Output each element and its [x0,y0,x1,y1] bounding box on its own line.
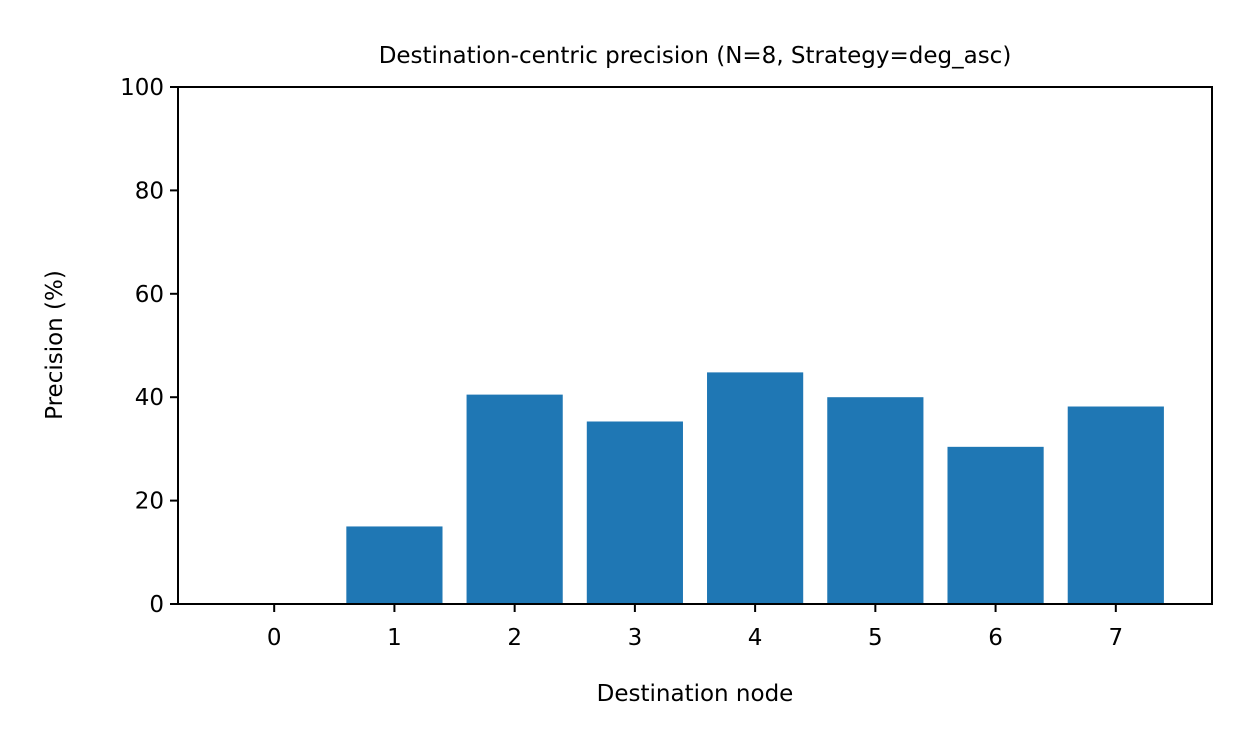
y-axis-label: Precision (%) [42,270,68,420]
bar-1 [346,526,443,604]
bar-3 [586,421,683,604]
x-tick-label: 3 [628,625,643,651]
bar-6 [947,446,1044,604]
y-tick-label: 20 [135,489,164,515]
x-tick-label: 1 [387,625,402,651]
x-axis: 0 1 2 3 4 5 6 7 [267,604,1123,651]
plot-area [346,372,1164,604]
x-tick-label: 0 [267,625,282,651]
bar-5 [827,397,924,604]
bar-7 [1067,406,1164,604]
y-tick-label: 100 [120,75,164,101]
x-tick-label: 4 [748,625,763,651]
y-tick-label: 80 [135,178,164,204]
chart-title: Destination-centric precision (N=8, Stra… [379,43,1012,69]
y-tick-label: 0 [149,592,164,618]
x-tick-label: 7 [1108,625,1123,651]
x-tick-label: 5 [868,625,883,651]
bar-4 [707,372,804,604]
bar-2 [466,394,563,604]
x-tick-label: 6 [988,625,1003,651]
axes-frame [177,86,1213,605]
y-axis: 0 20 40 60 80 100 [120,75,178,618]
y-tick-label: 60 [135,282,164,308]
x-axis-label: Destination node [597,681,794,707]
y-tick-label: 40 [135,385,164,411]
x-tick-label: 2 [507,625,522,651]
